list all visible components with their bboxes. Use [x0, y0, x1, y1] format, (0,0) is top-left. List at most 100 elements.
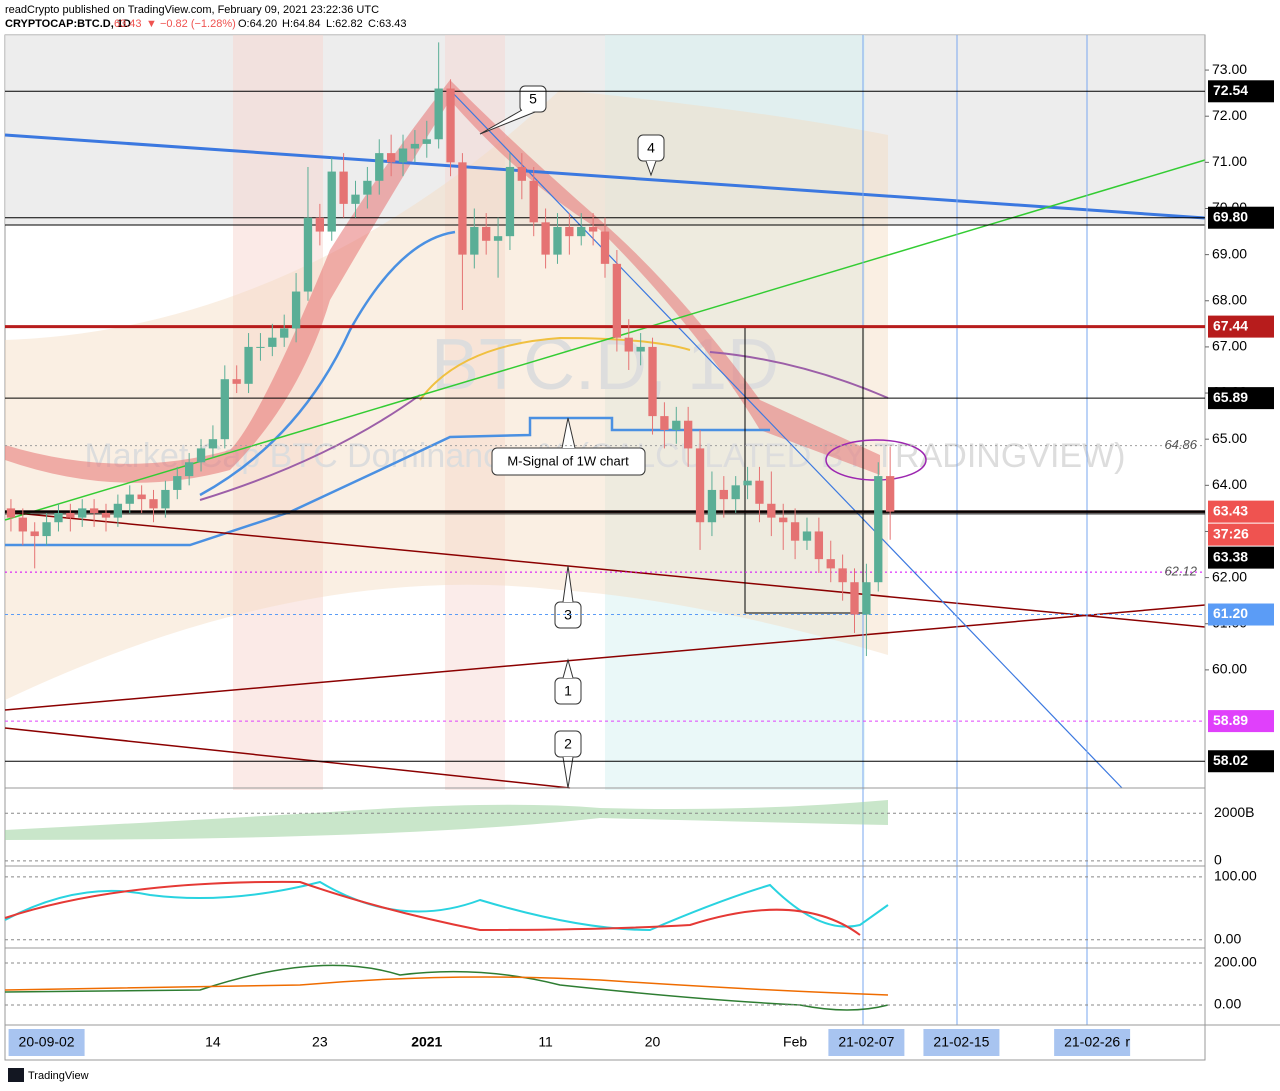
candle-body: [826, 559, 835, 569]
callout-pointer: [562, 756, 574, 789]
x-tick-label: 11: [538, 1034, 553, 1050]
candle-body: [446, 88, 455, 163]
x-tick-label: 20-09-02: [19, 1034, 75, 1050]
candle-body: [66, 513, 75, 518]
candle-body: [600, 231, 610, 264]
pane-tick-label: 0.00: [1214, 996, 1241, 1012]
candle-body: [838, 568, 847, 583]
candle-body: [78, 508, 87, 518]
candle-body: [244, 346, 253, 384]
candle-body: [553, 226, 562, 255]
ohlc-low: L:62.82: [326, 18, 363, 30]
y-tick-label: 60.00: [1212, 661, 1247, 677]
price: 63.43: [114, 18, 142, 30]
candle-body: [363, 180, 372, 195]
volume-band: [5, 800, 888, 840]
candle-body: [755, 480, 764, 504]
candle-body: [149, 499, 158, 509]
y-tick-label: 69.00: [1212, 245, 1247, 261]
candle-body: [89, 508, 99, 514]
symbol: CRYPTOCAP:BTC.D, 1D: [5, 18, 131, 30]
oscillator-signal: [4, 880, 861, 936]
callout-label: 2: [564, 736, 572, 752]
candle-body: [862, 582, 871, 615]
candle-body: [327, 171, 336, 232]
candle-body: [256, 346, 265, 348]
shade: [233, 35, 323, 790]
x-tick-label: 21-02-26: [1064, 1034, 1120, 1050]
ma: [419, 336, 691, 401]
candle-body: [695, 448, 705, 523]
oscillator: [4, 880, 889, 932]
candle-body: [790, 522, 800, 541]
candle-body: [18, 517, 27, 532]
candle-body: [707, 489, 717, 523]
x-tick-label: Feb: [783, 1034, 807, 1050]
footer: TradingView: [28, 1070, 89, 1082]
publish-line: readCrypto published on TradingView.com,…: [5, 4, 379, 16]
candle-body: [850, 582, 859, 615]
candle-body: [6, 508, 16, 518]
x-tick-label: 14: [205, 1034, 221, 1050]
candle-body: [636, 346, 645, 352]
candle-body: [588, 226, 598, 232]
candle-body: [220, 379, 229, 440]
candle-body: [743, 480, 752, 486]
x-label-box: [8, 1029, 85, 1056]
price-badge: [1208, 315, 1274, 338]
candle-body: [173, 476, 182, 490]
candle-body: [874, 476, 883, 583]
logo: [8, 1068, 24, 1082]
candle-body: [30, 531, 39, 537]
trend-line: [4, 133, 1206, 220]
pane-tick-label: 2000B: [1214, 804, 1254, 820]
price-badge-label: 67.44: [1213, 317, 1248, 333]
ohlc-high: H:64.84: [282, 18, 321, 30]
level-note: 62.12: [1164, 564, 1197, 579]
candle-body: [161, 489, 170, 509]
trend-line: [449, 89, 1123, 789]
pane-tick-label: 0.00: [1214, 931, 1241, 947]
candle-body: [375, 153, 384, 181]
price-badge-label: 69.80: [1213, 208, 1248, 224]
ema: [199, 230, 456, 497]
momentum: [4, 964, 889, 1011]
trend-line: [4, 511, 1206, 628]
candle-body: [339, 171, 348, 204]
x-label-box: [1054, 1029, 1131, 1056]
price-badge: [1208, 710, 1274, 733]
candle-body: [731, 485, 740, 500]
callout-pointer: [562, 658, 574, 679]
candle-body: [493, 236, 503, 241]
callout-label: 1: [564, 683, 572, 699]
trend-line: [4, 604, 1206, 711]
candle-body: [814, 531, 824, 560]
backgrounds: [4, 34, 1206, 1061]
ohlc-open: O:64.20: [238, 18, 277, 30]
callout-label: 4: [647, 140, 655, 156]
candle-body: [291, 291, 301, 329]
candle-body: [208, 439, 218, 449]
price-badge: [1208, 546, 1274, 569]
y-tick-label: 64.00: [1212, 476, 1247, 492]
candle-body: [517, 166, 526, 181]
candle-body: [113, 503, 123, 518]
price-badge-label: 58.02: [1213, 752, 1248, 768]
price-badge: [1208, 500, 1274, 523]
callouts: [479, 85, 665, 789]
candle-body: [541, 222, 550, 255]
y-tick-label: 62.00: [1212, 568, 1247, 584]
callout-label: M-Signal of 1W chart: [507, 453, 629, 468]
candle-body: [351, 194, 360, 204]
pane-tick-label: 0: [1214, 852, 1222, 868]
x-tick-label: 2021: [411, 1034, 442, 1050]
candle-body: [470, 226, 479, 255]
callout-label: 5: [529, 91, 537, 107]
callout-pointer: [561, 417, 576, 449]
y-tick-label: 67.00: [1212, 338, 1247, 354]
candle-body: [458, 162, 467, 255]
price-badge-label: 63.38: [1213, 548, 1248, 564]
momentum-signal: [4, 976, 889, 996]
